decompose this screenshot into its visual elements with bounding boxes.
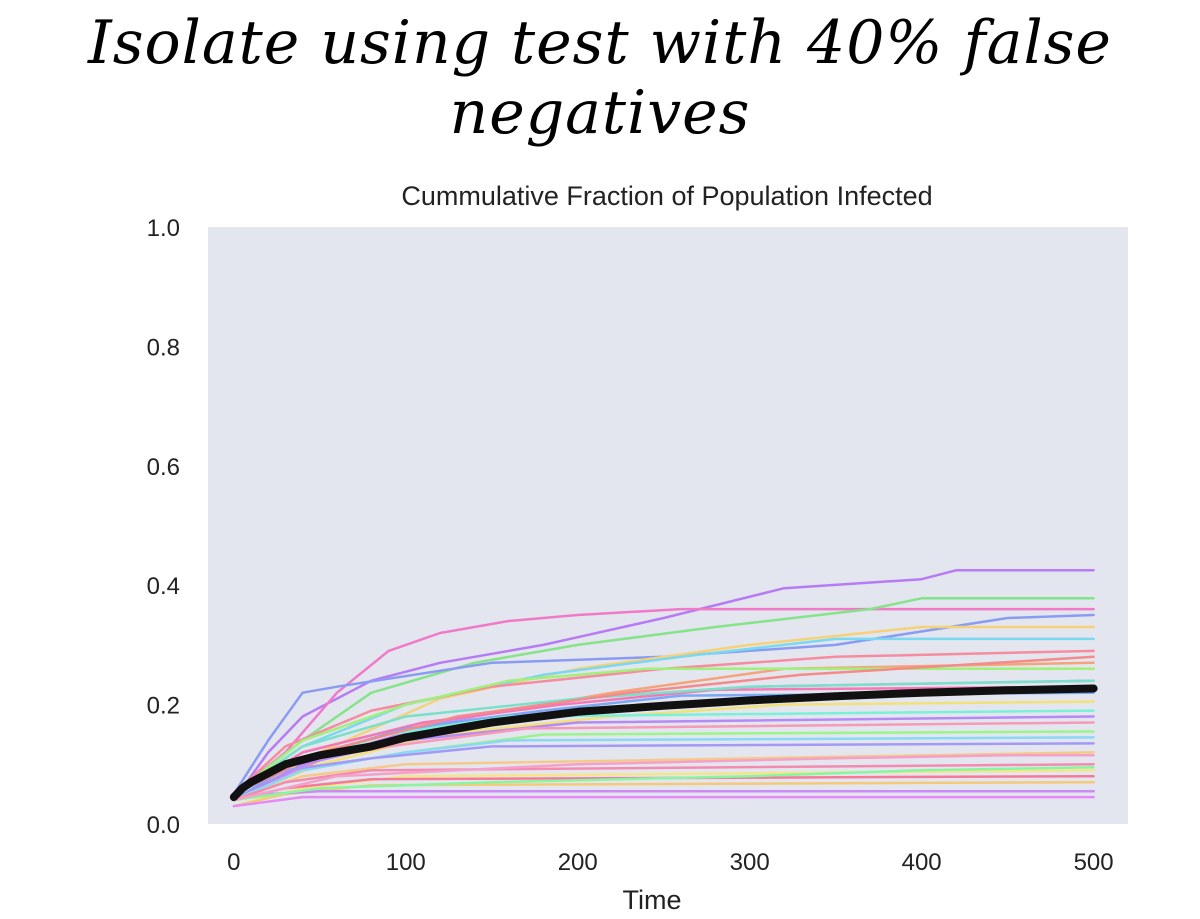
series-line-run-27 xyxy=(232,766,1095,802)
y-tick-label: 0.0 xyxy=(147,812,180,839)
series-line-run-18 xyxy=(232,736,1095,802)
y-tick-label: 0.8 xyxy=(147,334,180,361)
x-tick-label: 400 xyxy=(902,849,942,876)
series-line-run-21 xyxy=(232,763,1095,802)
y-tick-label: 1.0 xyxy=(147,215,180,242)
y-ticks: 0.0 0.2 0.4 0.6 0.8 1.0 xyxy=(147,215,180,839)
x-tick-label: 200 xyxy=(558,849,598,876)
series-line-run-28 xyxy=(232,754,1095,802)
mean-series-line xyxy=(229,684,1098,802)
series-line-run-07 xyxy=(232,649,1095,796)
headline: Isolate using test with 40% false negati… xyxy=(88,8,1112,148)
x-ticks: 0 100 200 300 400 500 xyxy=(227,849,1114,876)
y-tick-label: 0.6 xyxy=(147,454,180,481)
x-tick-label: 0 xyxy=(227,849,240,876)
y-tick-label: 0.4 xyxy=(147,573,180,600)
series-line-run-03 xyxy=(232,597,1095,796)
x-tick-label: 300 xyxy=(730,849,770,876)
chart-title: Cummulative Fraction of Population Infec… xyxy=(401,181,932,211)
series-layer xyxy=(229,569,1098,808)
series-line-run-24 xyxy=(232,780,1095,808)
series-line-run-01 xyxy=(232,569,1095,802)
series-line-run-09 xyxy=(232,667,1095,796)
x-tick-label: 500 xyxy=(1074,849,1114,876)
series-line-run-29 xyxy=(232,679,1095,796)
series-line-run-26 xyxy=(232,795,1095,808)
series-line-run-02 xyxy=(232,607,1095,796)
y-tick-label: 0.2 xyxy=(147,693,180,720)
x-tick-label: 100 xyxy=(386,849,426,876)
x-axis-label: Time xyxy=(623,885,682,915)
